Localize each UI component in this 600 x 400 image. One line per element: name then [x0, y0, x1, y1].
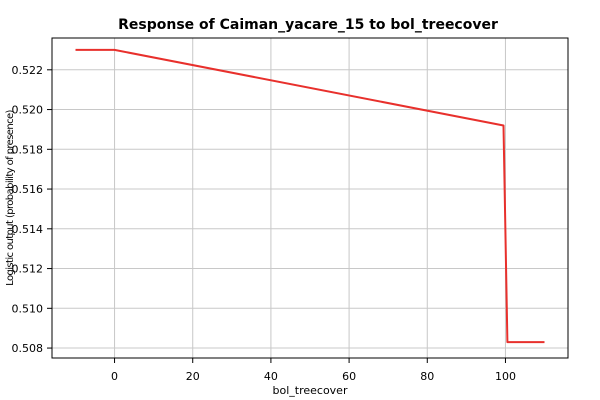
- series-layer: [75, 48, 545, 344]
- x-tick-label: 80: [420, 370, 434, 383]
- x-tick-label: 60: [342, 370, 356, 383]
- x-tick-label: 40: [264, 370, 278, 383]
- y-tick-label: 0.512: [12, 263, 44, 276]
- y-tick-label: 0.508: [12, 342, 44, 355]
- x-tick-label: 100: [495, 370, 516, 383]
- plot-area-frame: [51, 37, 569, 359]
- y-tick-label: 0.510: [12, 302, 44, 315]
- y-axis-label: Logistic output (probability of presence…: [5, 109, 16, 285]
- x-tick-label: 0: [111, 370, 118, 383]
- response-curve-line: [75, 48, 545, 344]
- y-axis-ticks: 0.508 0.510 0.512 0.514 0.516 0.518 0.520 0.522: [12, 64, 52, 355]
- y-tick-label: 0.514: [12, 223, 44, 236]
- y-tick-label: 0.522: [12, 64, 44, 77]
- y-tick-label: 0.516: [12, 183, 44, 196]
- grid-lines: [52, 38, 568, 358]
- chart-title: Response of Caiman_yacare_15 to bol_tree…: [118, 17, 498, 33]
- y-tick-label: 0.518: [12, 143, 44, 156]
- y-tick-label: 0.520: [12, 104, 44, 117]
- x-axis-ticks: 0 20 40 60 80 100: [111, 358, 516, 383]
- x-tick-label: 20: [186, 370, 200, 383]
- x-axis-label: bol_treecover: [273, 384, 348, 397]
